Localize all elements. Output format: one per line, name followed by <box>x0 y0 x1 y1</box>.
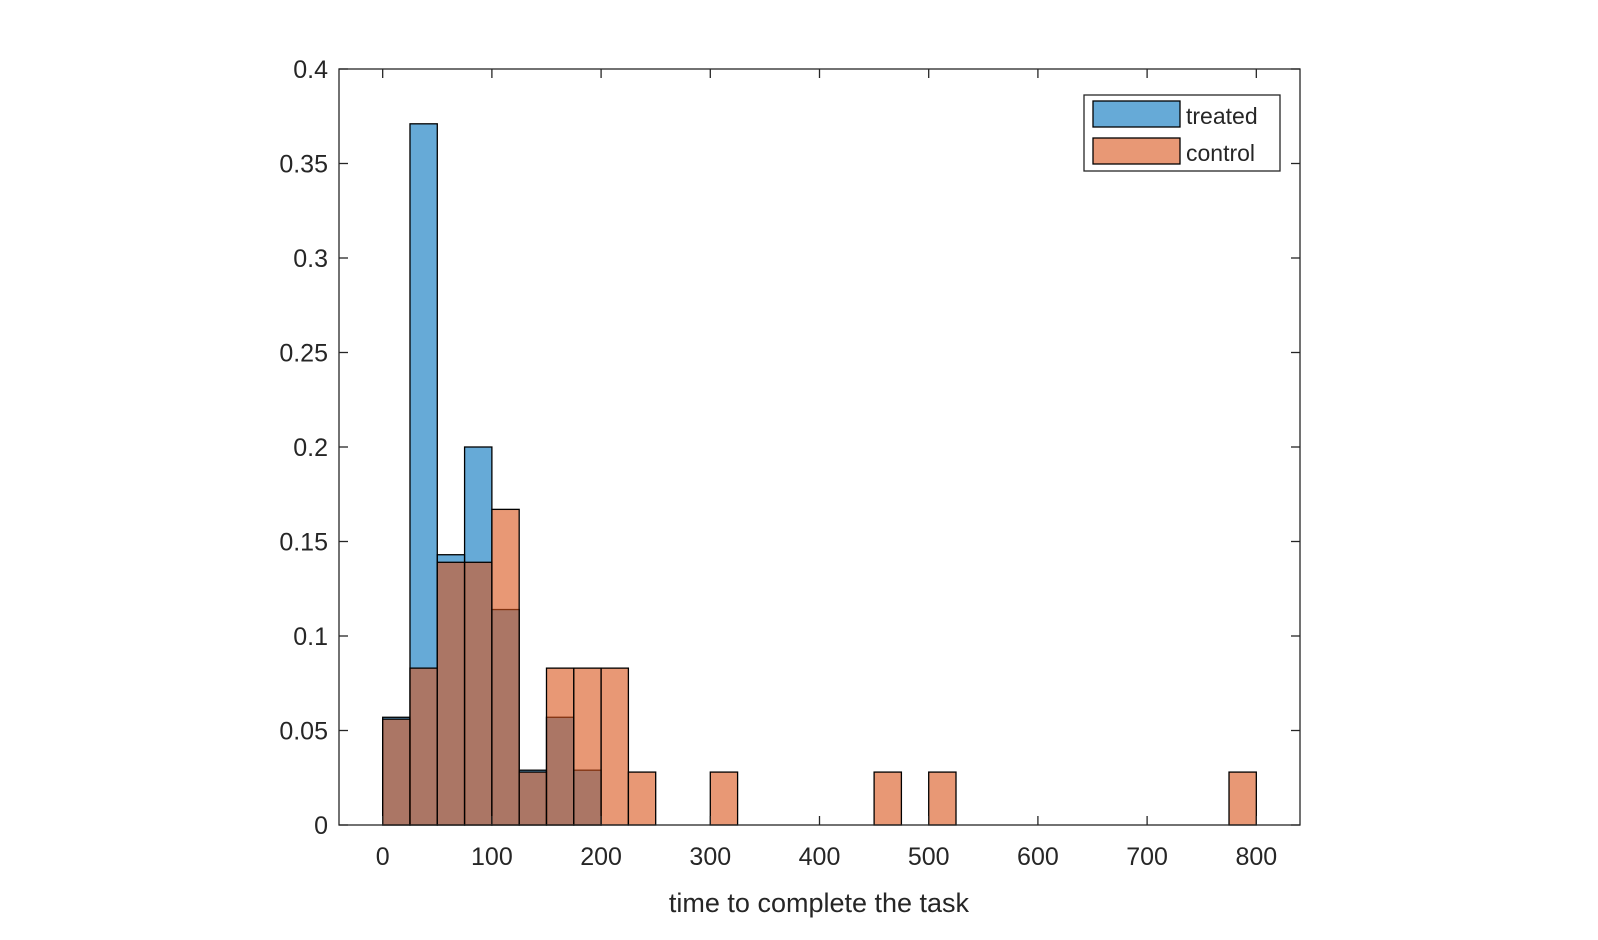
y-tick-label: 0.25 <box>279 340 328 368</box>
bar-control-0 <box>382 718 411 826</box>
bar-control-6 <box>545 667 575 826</box>
bar-control-8 <box>600 667 630 826</box>
x-tick-label: 500 <box>908 843 950 871</box>
bar-control-2 <box>436 561 466 826</box>
bar-control-3 <box>463 561 493 826</box>
legend-label-control: control <box>1186 140 1255 166</box>
y-tick-label: 0.35 <box>279 151 328 179</box>
bar-control-10 <box>709 771 739 826</box>
y-tick-label: 0.15 <box>279 529 328 557</box>
legend-swatch-treated <box>1092 100 1181 128</box>
y-tick-label: 0.4 <box>293 56 328 84</box>
legend-swatch-control <box>1092 137 1181 165</box>
x-tick-label: 700 <box>1126 843 1168 871</box>
x-tick-label: 300 <box>689 843 731 871</box>
y-tick-label: 0.2 <box>293 434 328 462</box>
legend: treated control <box>1083 94 1281 172</box>
bar-control-11 <box>873 771 903 826</box>
x-tick-label: 600 <box>1017 843 1059 871</box>
bar-control-12 <box>928 771 957 826</box>
y-tick-label: 0.05 <box>279 718 328 746</box>
bar-control-4 <box>491 508 520 826</box>
bar-control-7 <box>573 667 602 826</box>
legend-label-treated: treated <box>1186 103 1258 129</box>
y-tick-label: 0.3 <box>293 245 328 273</box>
bar-control-1 <box>409 667 438 826</box>
bar-control-13 <box>1228 771 1257 826</box>
x-tick-label: 100 <box>471 843 513 871</box>
x-tick-label: 800 <box>1235 843 1277 871</box>
y-tick-label: 0 <box>314 812 328 840</box>
x-tick-label: 200 <box>580 843 622 871</box>
x-tick-label: 0 <box>376 843 390 871</box>
x-axis-label: time to complete the task <box>669 888 970 918</box>
y-tick-label: 0.1 <box>293 623 328 651</box>
bar-control-9 <box>627 771 657 826</box>
ticks-group: 0 100 200 300 400 500 600 700 800 0 0.05 0.1 0.15 0.2… <box>279 56 1300 871</box>
bars-group <box>382 123 1257 826</box>
bar-control-5 <box>518 771 548 826</box>
x-tick-label: 400 <box>799 843 841 871</box>
